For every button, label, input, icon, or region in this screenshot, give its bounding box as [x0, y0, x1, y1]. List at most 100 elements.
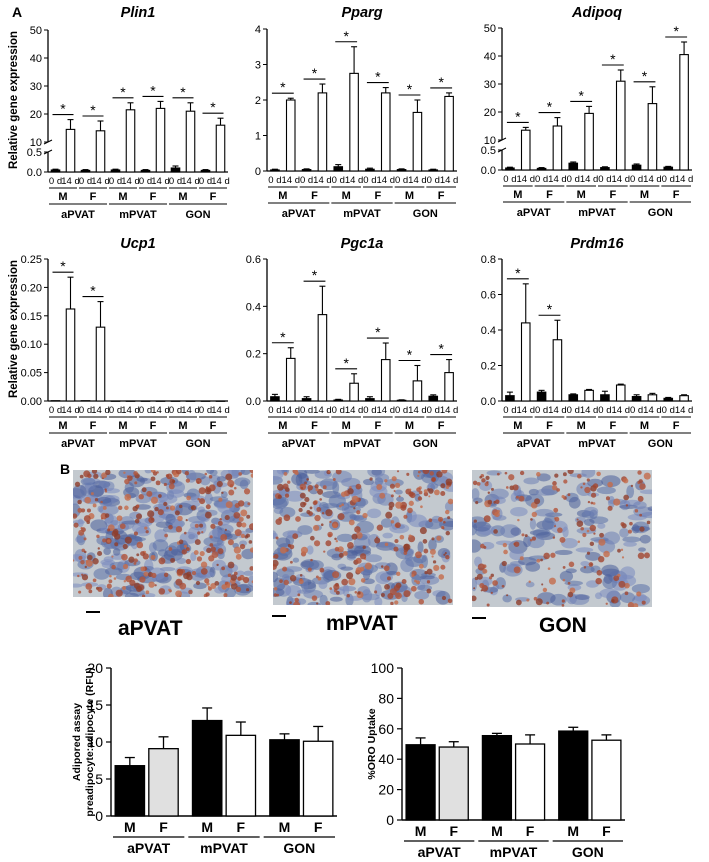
lipid-droplet: [557, 527, 563, 533]
lipid-droplet: [244, 535, 249, 539]
lipid-droplet: [111, 564, 116, 570]
significance-star: *: [343, 355, 349, 371]
lipid-droplet: [636, 591, 642, 597]
cell-nucleus: [510, 507, 528, 517]
panel-b-letter: B: [60, 461, 71, 477]
cell-nucleus: [525, 581, 535, 588]
lipid-droplet: [194, 523, 199, 528]
bar: [568, 394, 579, 402]
lipid-droplet: [445, 509, 450, 515]
lipid-droplet: [208, 475, 213, 479]
lipid-droplet: [582, 532, 587, 538]
lipid-droplet: [224, 528, 227, 532]
bar: [317, 92, 328, 172]
lipid-droplet: [200, 561, 208, 568]
lipid-droplet: [567, 470, 574, 475]
lipid-droplet: [422, 470, 430, 475]
lipid-droplet: [218, 497, 223, 502]
bar: [302, 740, 334, 817]
cell-nucleus: [73, 484, 87, 499]
lipid-droplet: [553, 525, 557, 528]
lipid-droplet: [529, 538, 533, 542]
x-sublabel: 14 d: [91, 405, 110, 416]
lipid-droplet: [419, 527, 427, 535]
x-sublabel: 0 d: [630, 174, 643, 185]
lipid-droplet: [431, 555, 434, 558]
bar: [365, 398, 375, 402]
lipid-droplet: [199, 550, 205, 557]
lipid-droplet: [420, 505, 423, 509]
x-sublabel: 0 d: [169, 176, 182, 187]
lipid-droplet: [204, 472, 208, 476]
bar: [333, 166, 344, 172]
y-tick-label: 60: [378, 721, 394, 737]
lipid-droplet: [431, 477, 436, 482]
scale-bar-apvat: [86, 611, 100, 613]
lipid-droplet: [399, 534, 405, 540]
lipid-droplet: [353, 507, 356, 510]
lipid-droplet: [369, 477, 373, 481]
y-tick-label: 0.5: [27, 147, 42, 159]
x-sublabel: 0 d: [598, 174, 611, 185]
lipid-droplet: [526, 598, 530, 602]
bar: [65, 128, 76, 173]
lipid-droplet: [403, 590, 411, 598]
lipid-droplet: [428, 495, 431, 498]
lipid-droplet: [561, 604, 565, 607]
lipid-droplet: [109, 574, 112, 578]
lipid-droplet: [238, 516, 244, 522]
lipid-droplet: [547, 567, 551, 570]
lipid-droplet: [605, 496, 610, 501]
lipid-droplet: [410, 585, 417, 592]
y-tick-label: 0.2: [246, 349, 261, 361]
lipid-droplet: [332, 571, 340, 579]
lipid-droplet: [447, 598, 453, 604]
cell-nucleus: [554, 549, 573, 556]
lipid-droplet: [476, 481, 481, 486]
lipid-droplet: [185, 547, 190, 552]
bar: [505, 395, 515, 402]
lipid-droplet: [273, 553, 279, 559]
lipid-droplet: [329, 520, 332, 524]
lipid-droplet: [620, 522, 625, 527]
lipid-droplet: [561, 599, 565, 603]
lipid-droplet: [481, 478, 486, 483]
lipid-droplet: [122, 563, 129, 570]
lipid-droplet: [208, 484, 216, 492]
lipid-droplet: [136, 513, 143, 520]
cell-nucleus: [633, 506, 652, 517]
lipid-droplet: [316, 507, 322, 512]
lipid-droplet: [114, 542, 119, 547]
lipid-droplet: [233, 511, 241, 519]
bar: [365, 168, 375, 172]
lipid-droplet: [429, 548, 436, 555]
cell-nucleus: [203, 536, 224, 547]
lipid-droplet: [444, 552, 447, 555]
x-sublabel: 14 d: [345, 175, 364, 186]
micrograph-gon: [472, 470, 652, 607]
cell-nucleus: [176, 557, 187, 565]
lipid-droplet: [140, 551, 145, 556]
lipid-droplet: [148, 581, 155, 588]
cell-nucleus: [534, 508, 554, 517]
lipid-droplet: [104, 490, 108, 493]
y-tick-label: 0.5: [481, 145, 496, 157]
lipid-droplet: [169, 505, 176, 511]
lipid-droplet: [283, 579, 289, 586]
y-tick-label: 0.4: [246, 301, 261, 313]
lipid-droplet: [164, 533, 168, 538]
cell-nucleus: [97, 496, 112, 504]
lipid-droplet: [483, 515, 491, 523]
lipid-droplet: [123, 580, 127, 583]
y-axis-label: %ORO Uptake: [366, 708, 378, 779]
lipid-droplet: [299, 492, 306, 499]
cell-nucleus: [580, 560, 590, 567]
lipid-droplet: [227, 539, 234, 546]
lipid-droplet: [643, 472, 651, 480]
lipid-droplet: [595, 577, 602, 585]
plin1-chart: 0.0 0.510 20 30 40 50 Plin1 Relative gene expre…: [8, 5, 230, 221]
bar: [663, 397, 674, 402]
lipid-droplet: [418, 563, 424, 569]
lipid-droplet: [122, 586, 127, 590]
